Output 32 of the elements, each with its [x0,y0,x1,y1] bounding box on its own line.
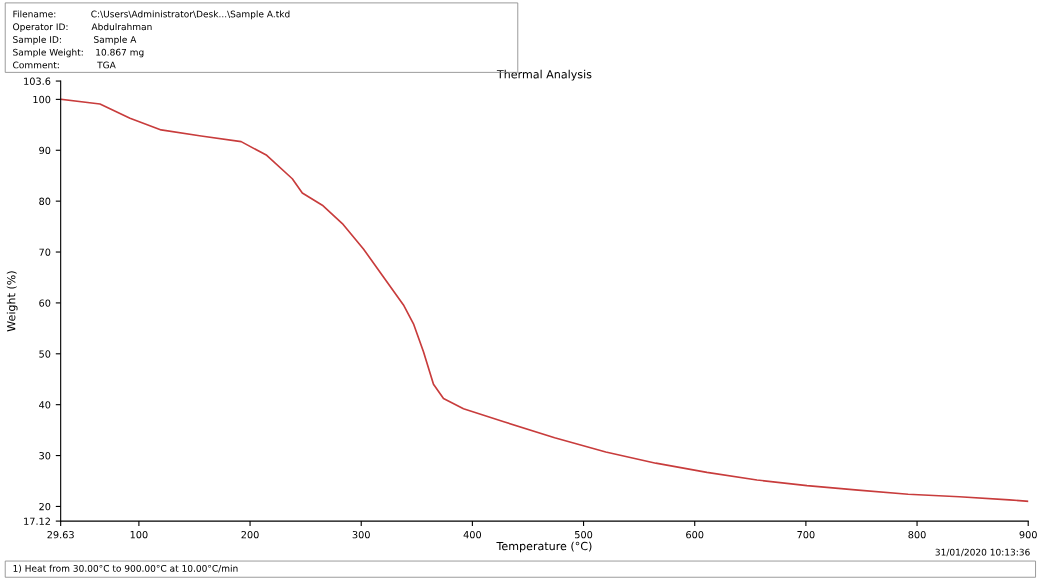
y-axis-title: Weight (%) [6,271,18,332]
x-tick-label: 300 [352,530,370,539]
text: Sample Weight: 10.867 mg [13,48,144,58]
x-tick-label: 100 [130,530,148,539]
y-tick-label: 80 [39,197,51,205]
y-tick-label: 103.6 [24,77,51,85]
text: Operator ID: Abdulrahman [13,23,152,32]
y-tick-label: 70 [39,248,51,256]
line-series [60,98,1029,503]
text: 1) Heat from 30.00°C to 900.00°C at 10.00°C/min [13,564,238,573]
x-axis-title: Temperature (°C) [496,541,592,553]
y-tick-label: 50 [39,350,51,358]
x-tick-label: 500 [575,530,593,539]
chart-title: Thermal Analysis [496,69,592,81]
x-tick-label: 200 [241,530,259,539]
text: Sample ID: Sample A [13,35,137,45]
y-tick-label: 90 [39,146,51,155]
y-tick-label: 17.12 [24,517,50,525]
y-tick-label: 20 [39,502,51,511]
x-tick-label: 400 [463,530,482,539]
y-tick-label: 100 [33,95,51,104]
y-tick-label: 30 [39,452,51,460]
text: Filename: C:\Users\Administrator\Desk...\Sample A.tkd [13,10,290,20]
x-tick-label: 29.63 [47,530,74,539]
x-tick-label: 800 [908,530,926,539]
y-tick-label: 40 [39,401,51,409]
x-tick-label: 900 [1019,530,1037,539]
y-tick-label: 60 [39,299,51,307]
x-tick-label: 700 [797,530,815,539]
text: 31/01/2020 10:13:36 [935,548,1030,557]
text: Comment: TGA [13,61,116,69]
x-tick-label: 600 [686,530,704,539]
